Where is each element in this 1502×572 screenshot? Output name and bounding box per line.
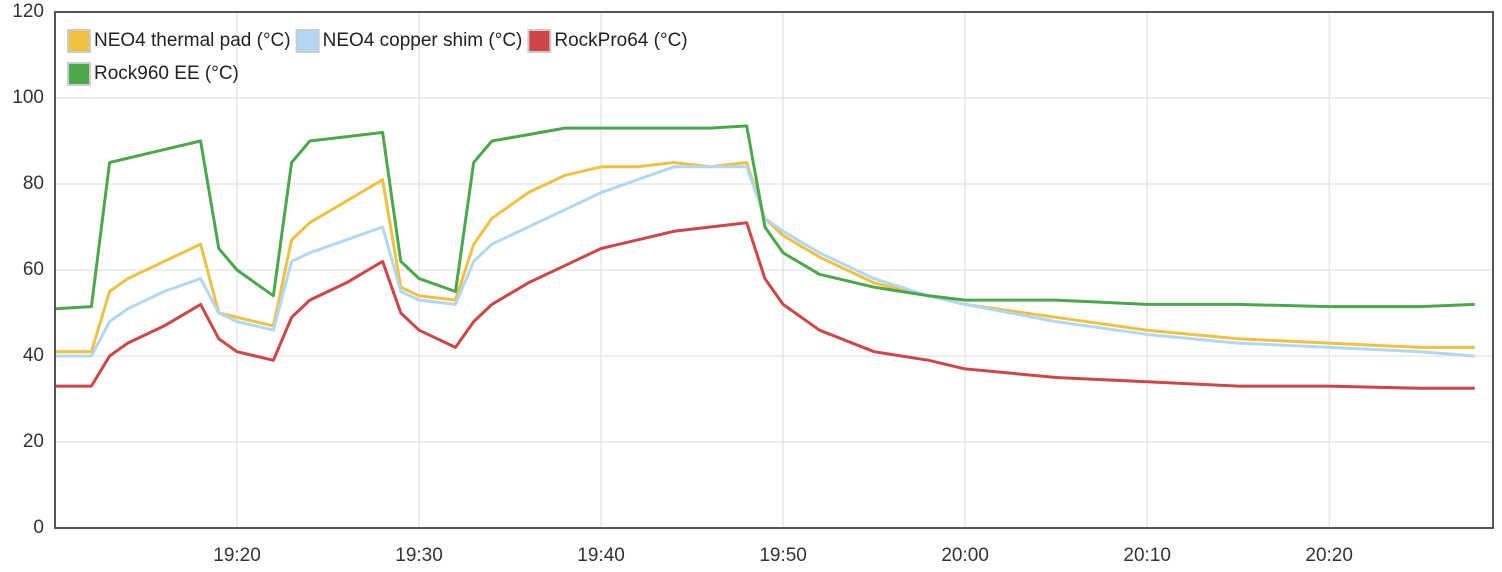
lines (54, 124, 1475, 390)
x-tick-label: 20:00 (941, 545, 989, 566)
series-line (55, 221, 1475, 390)
legend-label: RockPro64 (°C) (554, 30, 687, 51)
legend-label: NEO4 thermal pad (°C) (94, 30, 291, 51)
y-tick-label: 0 (33, 517, 44, 538)
legend: NEO4 thermal pad (°C) NEO4 copper shim (°… (67, 29, 688, 86)
y-tick-label: 40 (23, 345, 44, 366)
x-tick-label: 19:50 (759, 545, 807, 566)
legend-swatch (67, 62, 91, 86)
y-tick-label: 60 (23, 259, 44, 280)
legend-swatch (527, 29, 552, 53)
y-tick-label: 100 (12, 87, 44, 108)
x-tick-label: 19:20 (213, 545, 261, 566)
y-tick-label: 20 (23, 431, 44, 452)
series-line (55, 165, 1475, 358)
y-tick-label: 120 (12, 1, 44, 22)
x-tick-label: 19:30 (395, 545, 443, 566)
legend-item: RockPro64 (°C) (527, 29, 688, 53)
grid (55, 11, 1493, 529)
legend-item: NEO4 thermal pad (°C) (67, 29, 291, 53)
legend-label: NEO4 copper shim (°C) (323, 30, 523, 51)
x-tick-label: 19:40 (577, 545, 625, 566)
legend-label: Rock960 EE (°C) (94, 63, 239, 84)
legend-swatch (295, 29, 320, 53)
legend-item: Rock960 EE (°C) (67, 62, 239, 86)
series-line (55, 161, 1475, 354)
legend-item: NEO4 copper shim (°C) (295, 29, 523, 53)
plot-frame (54, 11, 1494, 529)
x-tick-label: 20:20 (1305, 545, 1353, 566)
legend-swatch (67, 29, 91, 53)
x-tick-label: 20:10 (1123, 545, 1171, 566)
y-tick-label: 80 (23, 173, 44, 194)
series-line (54, 124, 1475, 311)
